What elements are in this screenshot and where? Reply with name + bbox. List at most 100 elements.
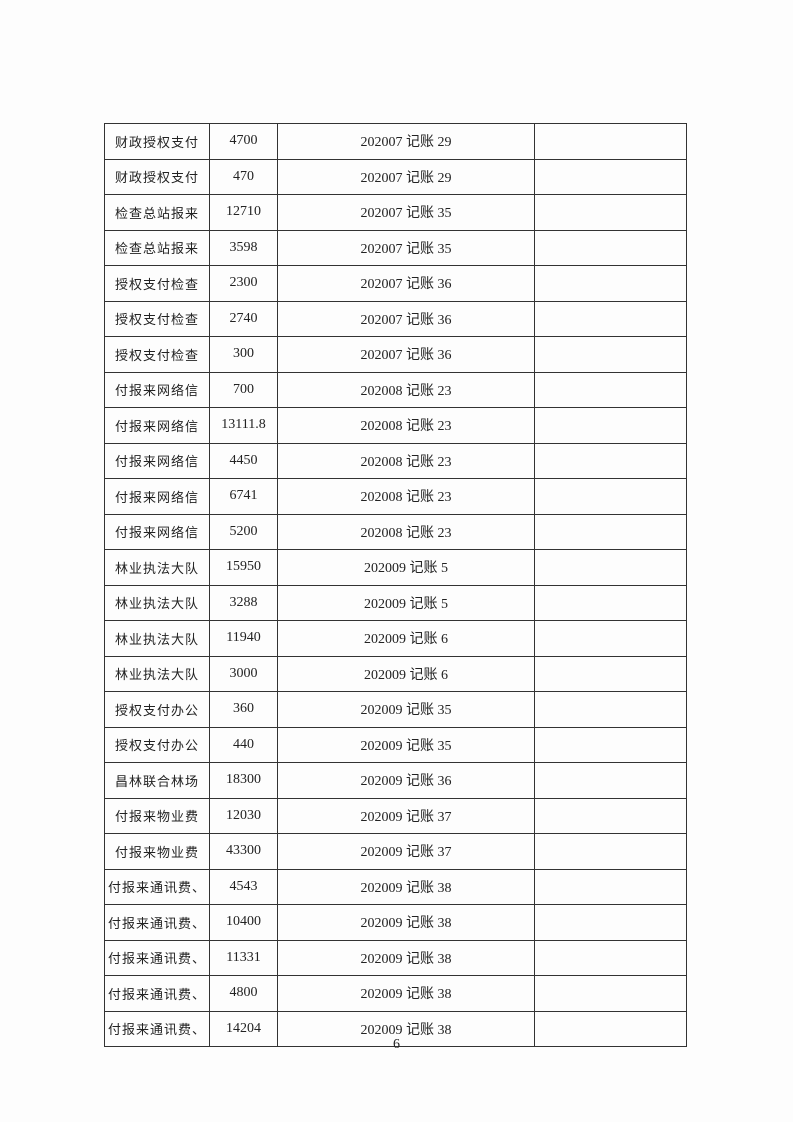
item-name-cell: 授权支付检查 bbox=[104, 300, 210, 337]
amount-cell: 13111.8 bbox=[209, 407, 278, 444]
table-row: 付报来通讯费、 11331 202009 记账 38 bbox=[104, 939, 687, 976]
amount-cell: 43300 bbox=[209, 833, 278, 870]
voucher-cell: 202009 记账 38 bbox=[277, 975, 535, 1012]
table-row: 付报来物业费 12030 202009 记账 37 bbox=[104, 797, 687, 834]
voucher-cell: 202009 记账 37 bbox=[277, 797, 535, 834]
voucher-cell: 202009 记账 5 bbox=[277, 549, 535, 586]
note-cell bbox=[534, 904, 687, 941]
amount-cell: 10400 bbox=[209, 904, 278, 941]
amount-cell: 470 bbox=[209, 158, 278, 195]
amount-cell: 12030 bbox=[209, 797, 278, 834]
amount-cell: 6741 bbox=[209, 478, 278, 515]
table-row: 林业执法大队 3288 202009 记账 5 bbox=[104, 584, 687, 621]
note-cell bbox=[534, 549, 687, 586]
table-row: 付报来网络信 13111.8 202008 记账 23 bbox=[104, 407, 687, 444]
note-cell bbox=[534, 229, 687, 266]
note-cell bbox=[534, 442, 687, 479]
item-name-cell: 授权支付办公 bbox=[104, 691, 210, 728]
table-row: 检查总站报来 3598 202007 记账 35 bbox=[104, 229, 687, 266]
item-name-cell: 付报来网络信 bbox=[104, 442, 210, 479]
item-name-cell: 付报来通讯费、 bbox=[104, 975, 210, 1012]
note-cell bbox=[534, 655, 687, 692]
item-name-cell: 昌林联合林场 bbox=[104, 762, 210, 799]
note-cell bbox=[534, 478, 687, 515]
voucher-cell: 202007 记账 36 bbox=[277, 265, 535, 302]
item-name-cell: 授权支付办公 bbox=[104, 726, 210, 763]
note-cell bbox=[534, 691, 687, 728]
note-cell bbox=[534, 1010, 687, 1047]
amount-cell: 12710 bbox=[209, 194, 278, 231]
item-name-cell: 付报来通讯费、 bbox=[104, 1010, 210, 1047]
table-row: 检查总站报来 12710 202007 记账 35 bbox=[104, 194, 687, 231]
voucher-cell: 202007 记账 35 bbox=[277, 194, 535, 231]
amount-cell: 4800 bbox=[209, 975, 278, 1012]
table-row: 财政授权支付 4700 202007 记账 29 bbox=[104, 123, 687, 160]
page-number: 6 bbox=[393, 1037, 400, 1052]
voucher-cell: 202008 记账 23 bbox=[277, 407, 535, 444]
amount-cell: 440 bbox=[209, 726, 278, 763]
table-row: 付报来通讯费、 10400 202009 记账 38 bbox=[104, 904, 687, 941]
note-cell bbox=[534, 726, 687, 763]
amount-cell: 360 bbox=[209, 691, 278, 728]
item-name-cell: 付报来物业费 bbox=[104, 833, 210, 870]
note-cell bbox=[534, 620, 687, 657]
table-row: 付报来网络信 5200 202008 记账 23 bbox=[104, 513, 687, 550]
note-cell bbox=[534, 762, 687, 799]
voucher-cell: 202009 记账 38 bbox=[277, 868, 535, 905]
amount-cell: 4700 bbox=[209, 123, 278, 160]
table-row: 付报来通讯费、 4543 202009 记账 38 bbox=[104, 868, 687, 905]
voucher-cell: 202008 记账 23 bbox=[277, 513, 535, 550]
item-name-cell: 财政授权支付 bbox=[104, 123, 210, 160]
table-row: 付报来网络信 4450 202008 记账 23 bbox=[104, 442, 687, 479]
table-row: 林业执法大队 11940 202009 记账 6 bbox=[104, 620, 687, 657]
amount-cell: 11940 bbox=[209, 620, 278, 657]
item-name-cell: 授权支付检查 bbox=[104, 336, 210, 373]
voucher-cell: 202007 记账 36 bbox=[277, 336, 535, 373]
amount-cell: 3000 bbox=[209, 655, 278, 692]
table-row: 财政授权支付 470 202007 记账 29 bbox=[104, 158, 687, 195]
amount-cell: 15950 bbox=[209, 549, 278, 586]
amount-cell: 3288 bbox=[209, 584, 278, 621]
voucher-cell: 202009 记账 5 bbox=[277, 584, 535, 621]
note-cell bbox=[534, 265, 687, 302]
table-row: 付报来网络信 6741 202008 记账 23 bbox=[104, 478, 687, 515]
item-name-cell: 付报来通讯费、 bbox=[104, 904, 210, 941]
amount-cell: 300 bbox=[209, 336, 278, 373]
item-name-cell: 林业执法大队 bbox=[104, 549, 210, 586]
table-row: 授权支付办公 440 202009 记账 35 bbox=[104, 726, 687, 763]
voucher-cell: 202008 记账 23 bbox=[277, 478, 535, 515]
item-name-cell: 林业执法大队 bbox=[104, 584, 210, 621]
item-name-cell: 授权支付检查 bbox=[104, 265, 210, 302]
note-cell bbox=[534, 194, 687, 231]
voucher-cell: 202009 记账 35 bbox=[277, 726, 535, 763]
voucher-cell: 202007 记账 29 bbox=[277, 158, 535, 195]
table-row: 授权支付检查 2740 202007 记账 36 bbox=[104, 300, 687, 337]
note-cell bbox=[534, 407, 687, 444]
note-cell bbox=[534, 797, 687, 834]
item-name-cell: 付报来物业费 bbox=[104, 797, 210, 834]
voucher-cell: 202009 记账 37 bbox=[277, 833, 535, 870]
amount-cell: 2300 bbox=[209, 265, 278, 302]
voucher-cell: 202009 记账 38 bbox=[277, 939, 535, 976]
voucher-cell: 202008 记账 23 bbox=[277, 442, 535, 479]
note-cell bbox=[534, 833, 687, 870]
table-row: 授权支付检查 300 202007 记账 36 bbox=[104, 336, 687, 373]
item-name-cell: 付报来网络信 bbox=[104, 478, 210, 515]
note-cell bbox=[534, 584, 687, 621]
note-cell bbox=[534, 868, 687, 905]
ledger-table: 财政授权支付 4700 202007 记账 29 财政授权支付 470 202007 记账… bbox=[104, 123, 687, 1047]
amount-cell: 4450 bbox=[209, 442, 278, 479]
table-row: 付报来网络信 700 202008 记账 23 bbox=[104, 371, 687, 408]
item-name-cell: 林业执法大队 bbox=[104, 620, 210, 657]
amount-cell: 4543 bbox=[209, 868, 278, 905]
table-row: 林业执法大队 3000 202009 记账 6 bbox=[104, 655, 687, 692]
note-cell bbox=[534, 975, 687, 1012]
note-cell bbox=[534, 371, 687, 408]
table-row: 授权支付检查 2300 202007 记账 36 bbox=[104, 265, 687, 302]
item-name-cell: 林业执法大队 bbox=[104, 655, 210, 692]
voucher-cell: 202009 记账 36 bbox=[277, 762, 535, 799]
note-cell bbox=[534, 300, 687, 337]
amount-cell: 5200 bbox=[209, 513, 278, 550]
amount-cell: 700 bbox=[209, 371, 278, 408]
note-cell bbox=[534, 158, 687, 195]
